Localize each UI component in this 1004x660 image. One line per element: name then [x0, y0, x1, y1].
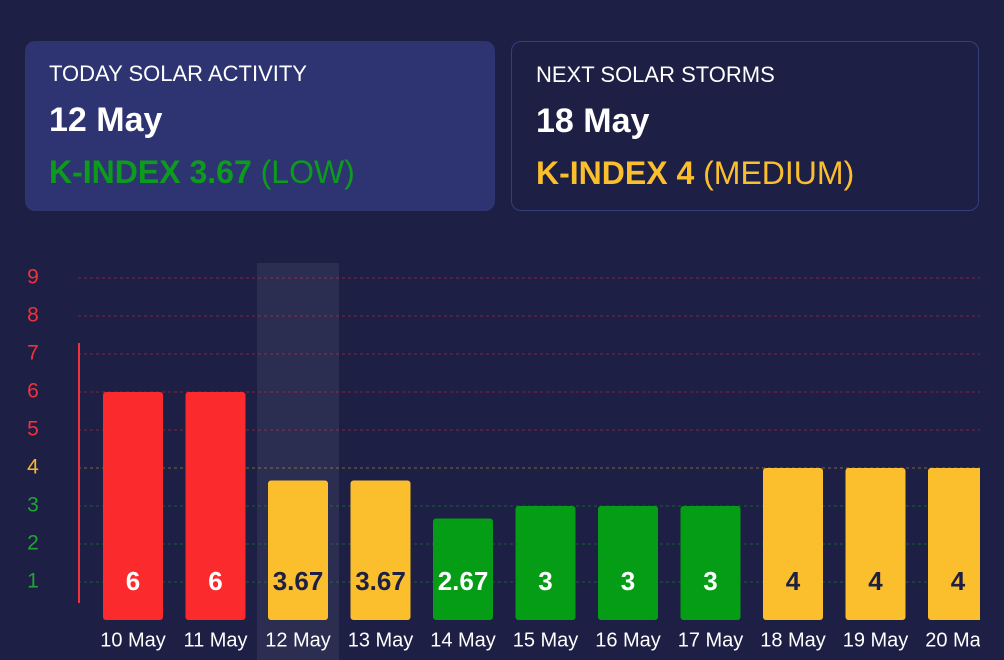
bar — [185, 392, 246, 620]
bar — [103, 392, 163, 620]
y-tick-label: 6 — [27, 380, 39, 403]
card-date: 18 May — [536, 102, 650, 140]
x-tick-label: 15 May — [513, 629, 579, 651]
bars: 10 May 6 11 May 6 12 May 3.67 13 May 3.67 14 May… — [100, 392, 991, 651]
value-label: 2.67 — [438, 566, 489, 596]
bar — [433, 518, 493, 620]
x-tick-label: 11 May — [183, 629, 247, 651]
next-card: NEXT SOLAR STORMS 18 May K-INDEX 4 (MEDI… — [511, 41, 979, 211]
bar — [268, 480, 328, 620]
x-tick-label: 18 May — [760, 629, 826, 651]
x-tick-label: 13 May — [348, 629, 414, 651]
bar — [763, 468, 823, 620]
y-tick-label: 7 — [27, 342, 39, 365]
kindex-label: K-INDEX — [536, 155, 668, 191]
bar — [598, 506, 658, 620]
bar — [350, 480, 411, 620]
value-label: 3.67 — [355, 566, 406, 596]
y-tick-label: 2 — [27, 532, 39, 555]
card-kindex: K-INDEX 3.67 (LOW) — [49, 154, 471, 191]
bar — [515, 506, 576, 620]
value-label: 4 — [951, 566, 966, 596]
x-tick-label: 10 May — [100, 629, 166, 651]
kindex-label: K-INDEX — [49, 154, 181, 190]
value-label: 4 — [868, 566, 883, 596]
card-label: TODAY SOLAR ACTIVITY — [49, 61, 307, 86]
card-label: NEXT SOLAR STORMS — [536, 62, 775, 87]
y-tick-label: 8 — [27, 304, 39, 327]
bar — [680, 506, 741, 620]
value-label: 4 — [786, 566, 801, 596]
today-card: TODAY SOLAR ACTIVITY 12 May K-INDEX 3.67… — [25, 41, 495, 211]
x-tick-label: 19 May — [843, 629, 909, 651]
bar — [845, 468, 906, 620]
x-tick-label: 14 May — [430, 629, 496, 651]
value-label: 3 — [621, 566, 635, 596]
value-label: 3.67 — [273, 566, 324, 596]
y-tick-label: 3 — [27, 494, 39, 517]
bar — [928, 468, 980, 620]
kindex-value: 4 — [676, 155, 695, 191]
x-tick-label: 17 May — [678, 629, 744, 651]
value-label: 3 — [538, 566, 552, 596]
value-label: 3 — [703, 566, 717, 596]
y-tick-label: 9 — [27, 266, 39, 289]
value-label: 6 — [126, 566, 140, 596]
kindex-value: 3.67 — [189, 154, 252, 190]
value-label: 6 — [208, 566, 222, 596]
x-tick-label: 20 May — [925, 629, 991, 651]
kindex-level: (LOW) — [260, 154, 355, 190]
y-tick-label: 1 — [27, 570, 39, 593]
x-tick-label: 12 May — [265, 629, 331, 651]
x-tick-label: 16 May — [595, 629, 661, 651]
y-tick-label: 4 — [27, 456, 39, 479]
y-tick-label: 5 — [27, 418, 39, 441]
card-kindex: K-INDEX 4 (MEDIUM) — [536, 155, 954, 192]
kindex-level: (MEDIUM) — [703, 155, 855, 191]
card-date: 12 May — [49, 101, 163, 139]
